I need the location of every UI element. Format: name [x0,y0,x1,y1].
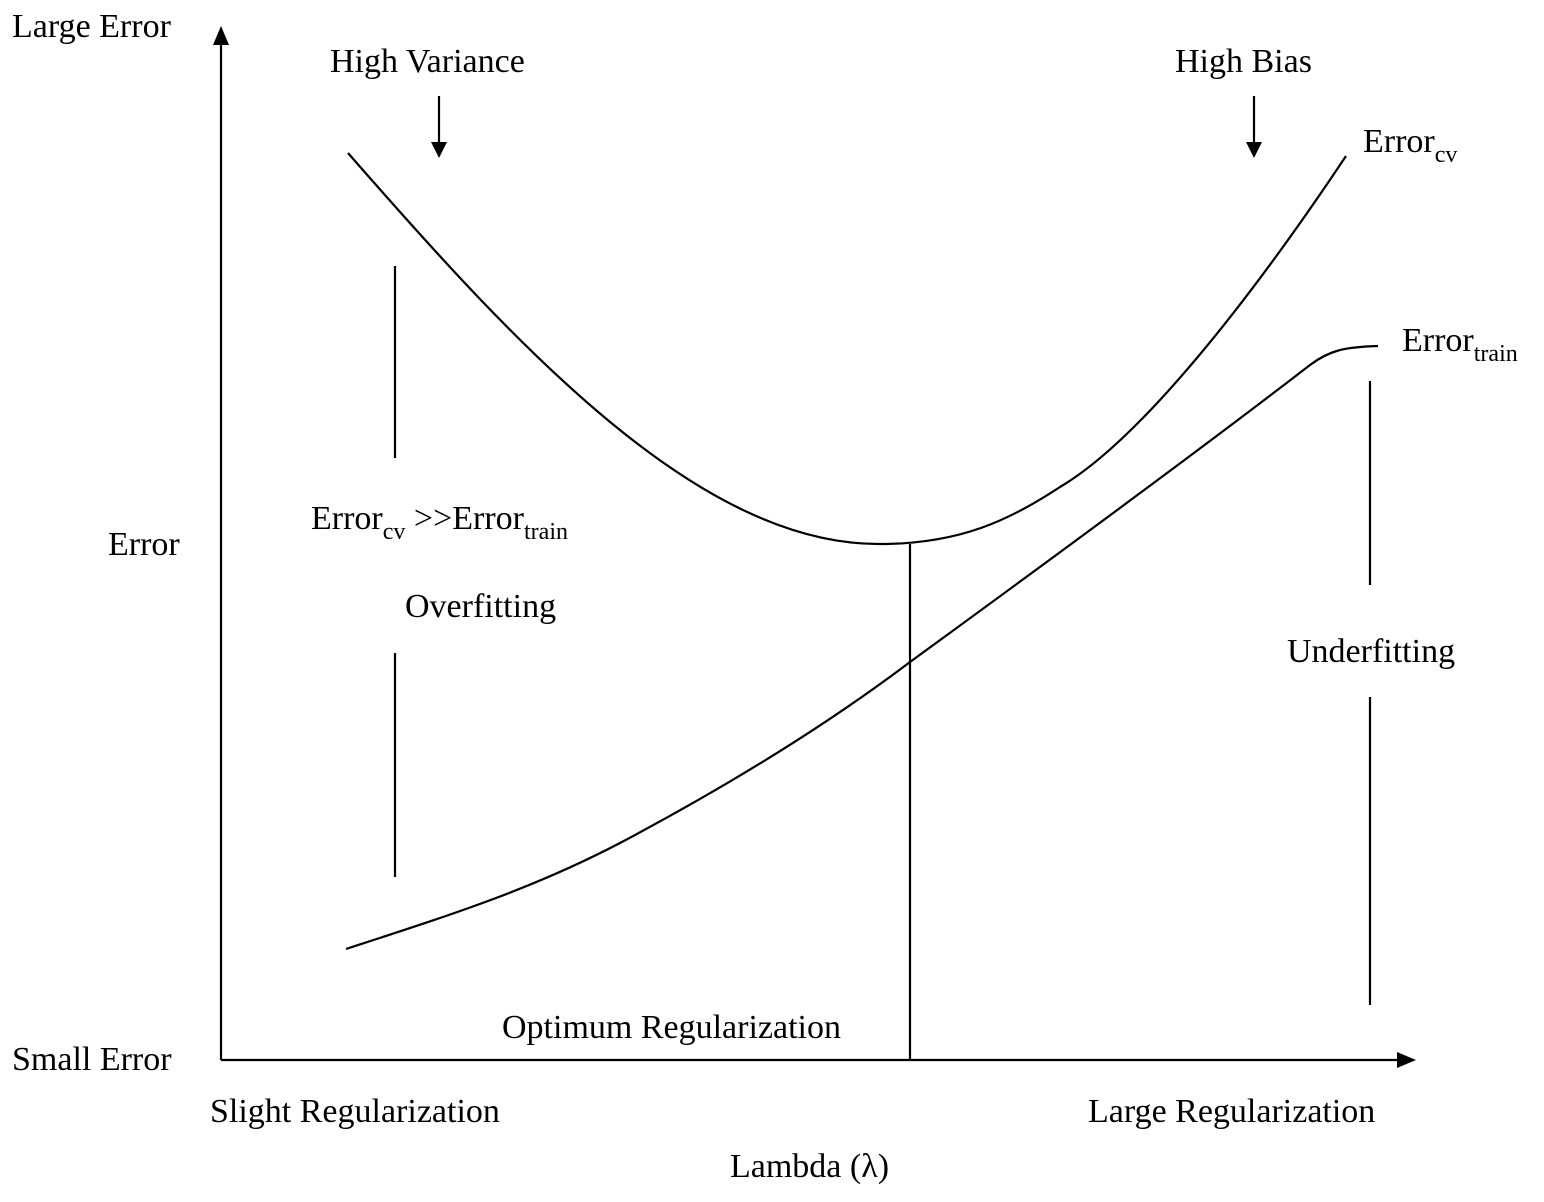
error-comparison-right-sub: train [524,519,568,545]
error-comparison-operator: >> [405,500,452,537]
high-bias-arrowhead [1246,142,1262,158]
error-comparison-right-base: Error [452,500,524,537]
error-comparison-left-base: Error [311,500,383,537]
x-axis-right-label: Large Regularization [1088,1093,1375,1130]
x-axis-arrowhead [1397,1052,1416,1068]
x-axis-title: Lambda (λ) [730,1148,889,1185]
error-cv-curve-label: Errorcv [1363,123,1457,168]
underfitting-label: Underfitting [1287,633,1455,670]
error-train-curve-label-sub: train [1474,341,1518,367]
error-cv-curve-label-sub: cv [1435,142,1458,168]
y-axis-arrowhead [213,26,229,45]
optimum-regularization-label: Optimum Regularization [502,1009,841,1046]
error-train-curve [345,344,1379,951]
error-cv-curve [347,152,1347,546]
error-cv-curve-label-base: Error [1363,123,1435,160]
high-variance-label: High Variance [330,43,525,80]
y-axis-top-label: Large Error [12,8,172,45]
error-train-curve-label-base: Error [1402,322,1474,359]
error-train-curve-label: Errortrain [1402,322,1518,367]
high-variance-arrowhead [431,142,447,158]
y-axis-middle-label: Error [108,526,180,563]
error-comparison-left-sub: cv [383,519,406,545]
high-bias-label: High Bias [1175,43,1312,80]
overfitting-label: Overfitting [405,588,556,625]
y-axis-bottom-label: Small Error [12,1041,172,1078]
x-axis-left-label: Slight Regularization [210,1093,500,1130]
error-comparison-label: Errorcv >>Errortrain [311,500,568,545]
